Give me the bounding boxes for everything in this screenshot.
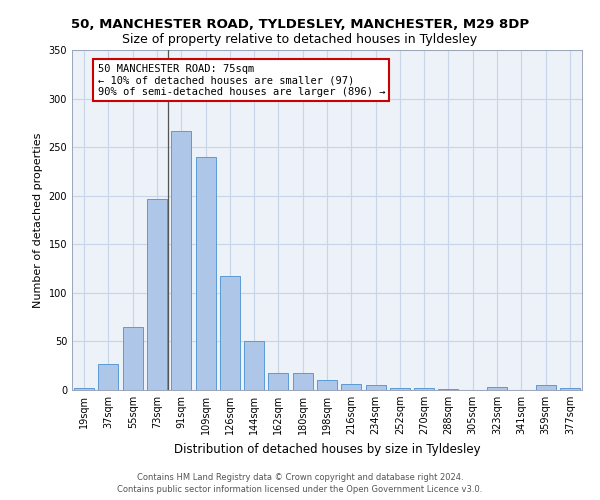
Bar (268, 372, 289, 390)
Bar (439, 389, 458, 390)
Bar (244, 342, 264, 390)
Bar (487, 387, 507, 390)
Bar (560, 388, 580, 390)
Text: 50, MANCHESTER ROAD, TYLDESLEY, MANCHESTER, M29 8DP: 50, MANCHESTER ROAD, TYLDESLEY, MANCHEST… (71, 18, 529, 30)
Bar (365, 385, 386, 390)
Bar (293, 372, 313, 390)
Bar (341, 384, 361, 390)
Text: Contains HM Land Registry data © Crown copyright and database right 2024.
Contai: Contains HM Land Registry data © Crown c… (118, 472, 482, 494)
Bar (317, 380, 337, 390)
X-axis label: Distribution of detached houses by size in Tyldesley: Distribution of detached houses by size … (173, 442, 481, 456)
Bar (172, 130, 191, 390)
Bar (123, 327, 143, 390)
Y-axis label: Number of detached properties: Number of detached properties (33, 132, 43, 308)
Text: Size of property relative to detached houses in Tyldesley: Size of property relative to detached ho… (122, 32, 478, 46)
Bar (98, 364, 118, 390)
Bar (220, 276, 240, 390)
Text: 50 MANCHESTER ROAD: 75sqm
← 10% of detached houses are smaller (97)
90% of semi-: 50 MANCHESTER ROAD: 75sqm ← 10% of detac… (97, 64, 385, 97)
Bar (390, 388, 410, 390)
Bar (147, 198, 167, 390)
Bar (536, 385, 556, 390)
Bar (74, 388, 94, 390)
Bar (414, 388, 434, 390)
Bar (196, 157, 215, 390)
